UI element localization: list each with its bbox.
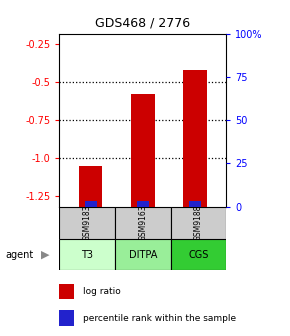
Text: GSM9163: GSM9163 <box>138 204 147 241</box>
Bar <box>115 207 171 239</box>
Bar <box>137 202 149 207</box>
Text: ▶: ▶ <box>41 250 49 259</box>
Text: T3: T3 <box>81 250 93 259</box>
Title: GDS468 / 2776: GDS468 / 2776 <box>95 17 191 30</box>
Bar <box>59 284 74 299</box>
Bar <box>115 239 171 270</box>
Text: DITPA: DITPA <box>129 250 157 259</box>
Text: CGS: CGS <box>188 250 209 259</box>
Bar <box>183 70 207 207</box>
Bar <box>59 310 74 326</box>
Text: agent: agent <box>6 250 34 259</box>
Bar <box>59 207 115 239</box>
Text: GSM9188: GSM9188 <box>194 204 203 241</box>
Bar <box>59 239 115 270</box>
Bar <box>189 202 201 207</box>
Bar <box>171 207 226 239</box>
Bar <box>131 94 155 207</box>
Bar <box>171 239 226 270</box>
Text: log ratio: log ratio <box>83 287 120 296</box>
Text: GSM9183: GSM9183 <box>83 204 92 241</box>
Bar <box>79 166 102 207</box>
Text: percentile rank within the sample: percentile rank within the sample <box>83 314 236 323</box>
Bar <box>85 202 97 207</box>
